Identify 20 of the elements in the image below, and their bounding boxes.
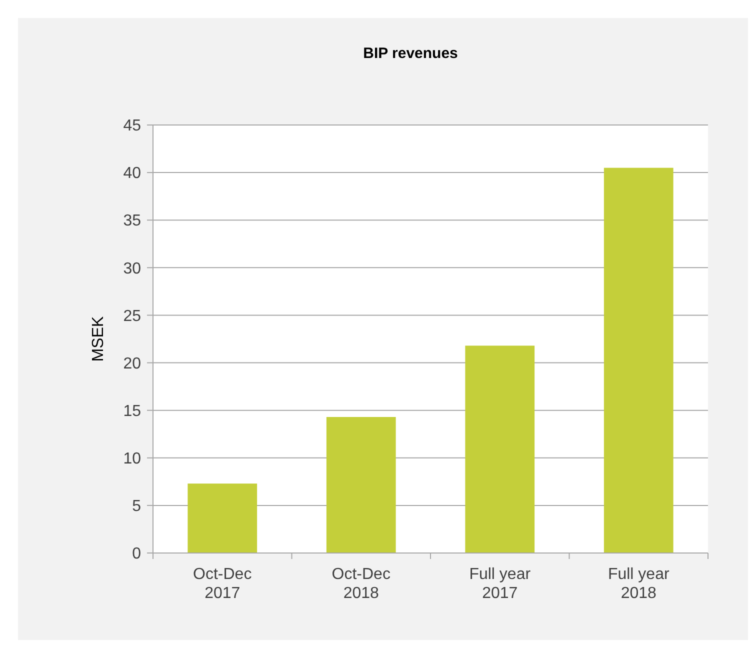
- y-axis-title: MSEK: [90, 316, 107, 362]
- y-tick-label: 45: [123, 118, 142, 135]
- x-tick-label: Oct-Dec 2017: [193, 566, 252, 602]
- y-tick-label: 40: [123, 165, 142, 182]
- x-tick-label: Full year 2018: [608, 566, 670, 602]
- y-tick-label: 20: [123, 355, 142, 372]
- x-tick-label: Oct-Dec 2018: [332, 566, 390, 602]
- bar: [188, 484, 258, 553]
- y-tick-label: 10: [123, 450, 142, 468]
- bar: [465, 346, 535, 553]
- chart-title: BIP revenues: [363, 45, 458, 62]
- y-tick-label: 5: [132, 498, 142, 516]
- y-tick-label: 35: [123, 212, 142, 230]
- bar: [326, 416, 396, 553]
- bar: [604, 168, 674, 553]
- y-tick-label: 0: [132, 546, 142, 563]
- y-tick-label: 25: [123, 308, 142, 325]
- y-tick-label: 30: [123, 260, 142, 278]
- y-tick-label: 15: [123, 402, 142, 420]
- x-tick-label: Full year 2017: [469, 566, 532, 602]
